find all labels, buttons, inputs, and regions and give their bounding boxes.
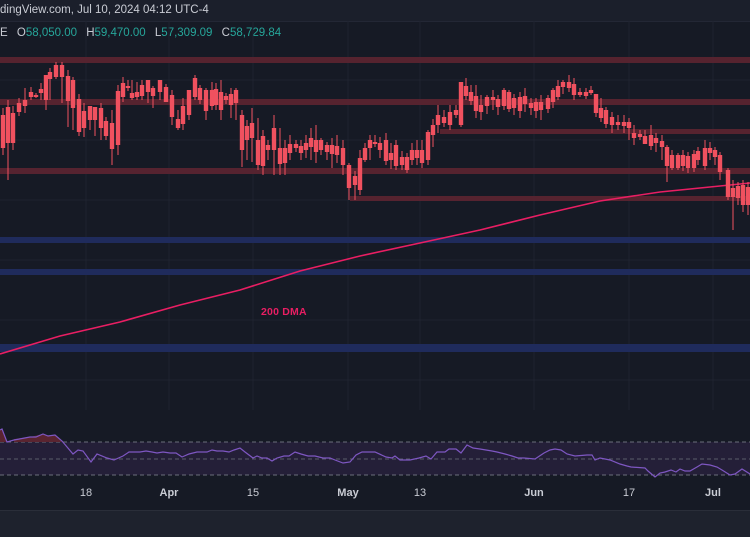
high-label: H (86, 27, 95, 39)
open-value: 58,050.00 (25, 27, 77, 39)
low-value: 57,309.09 (161, 27, 213, 39)
x-tick-18: 18 (79, 487, 93, 499)
source-timestamp: dingView.com, Jul 10, 2024 04:12 UTC-4 (0, 4, 209, 16)
rsi-line (0, 428, 750, 478)
header-bar: dingView.com, Jul 10, 2024 04:12 UTC-4 (0, 0, 750, 22)
footer-bar (0, 510, 750, 537)
x-tick-may: May (337, 487, 359, 499)
x-tick-apr: Apr (159, 487, 179, 499)
candlesticks (0, 62, 750, 230)
rsi-svg (0, 428, 750, 478)
dma-200-line (0, 182, 750, 355)
support-zones (0, 237, 750, 352)
x-tick-jul: Jul (705, 487, 721, 499)
x-tick-jun: Jun (524, 487, 544, 499)
high-value: 59,470.00 (94, 27, 146, 39)
time-axis[interactable] (0, 485, 750, 499)
dma-label: 200 DMA (261, 306, 307, 318)
x-tick-15: 15 (246, 487, 260, 499)
x-tick-17: 17 (622, 487, 636, 499)
open-label: O (16, 27, 26, 39)
price-chart-svg (0, 21, 750, 410)
rsi-panel[interactable] (0, 421, 750, 485)
price-chart[interactable]: 200 DMA (0, 21, 750, 410)
close-label: C (221, 27, 230, 39)
close-value: 58,729.84 (229, 27, 282, 39)
resistance-zones (0, 57, 750, 201)
x-tick-13: 13 (413, 487, 427, 499)
rsi-overbought-fill (0, 429, 62, 442)
low-label: L (154, 27, 162, 39)
ohlc-legend: E O58,050.00 H59,470.00 L57,309.09 C58,7… (0, 27, 281, 39)
symbol-suffix: E (0, 27, 8, 39)
